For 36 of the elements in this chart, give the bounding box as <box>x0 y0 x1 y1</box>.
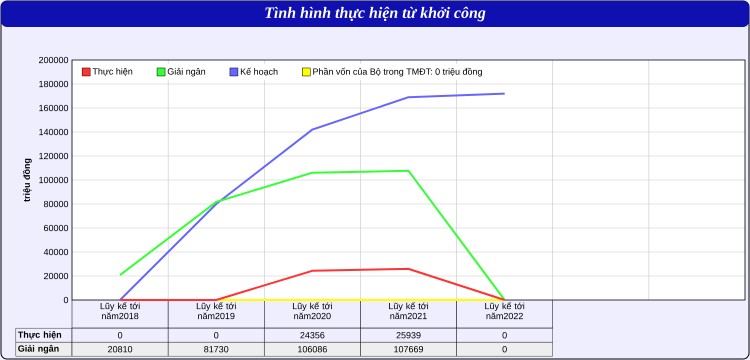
x-tick-label: Lũy kế tới năm2018 <box>100 302 140 320</box>
data-label: 0 <box>118 332 122 338</box>
text: Giải ngân <box>18 344 59 354</box>
y-tick-label: 100000 <box>39 176 68 184</box>
x-tick-label: Lũy kế tới năm2020 <box>292 302 332 320</box>
x-tick-label: Lũy kế tới năm2021 <box>389 302 428 320</box>
x-tick-label: Lũy kế tới năm2022 <box>485 302 524 320</box>
data-label: 81730 <box>204 346 228 352</box>
legend-label: Phần vốn của Bộ trong TMĐT: 0 triệu đồng <box>313 68 482 77</box>
y-tick-label: 20000 <box>44 272 68 280</box>
data-label: 25939 <box>396 332 421 338</box>
data-label: 107669 <box>394 346 424 352</box>
y-axis-title: triệu đồng <box>22 158 32 202</box>
line-series <box>119 92 506 301</box>
y-tick-label: 60000 <box>44 224 68 232</box>
data-label: 20810 <box>108 346 132 352</box>
data-label: 0 <box>214 332 218 338</box>
y-tick-label: 160000 <box>39 104 68 112</box>
data-label: 106086 <box>298 346 327 352</box>
x-tick-label: Lũy kế tới năm2019 <box>196 302 236 320</box>
data-label: 0 <box>502 332 507 338</box>
legend-label: Thực hiện <box>92 68 132 76</box>
legend-label: Giải ngân <box>168 68 206 76</box>
data-label: 0 <box>502 346 507 352</box>
line-series <box>119 170 506 301</box>
data-label: 24356 <box>300 332 324 338</box>
chart-title: Tình hình thực hiện từ khởi công <box>265 6 486 22</box>
legend-label: Kế hoạch <box>240 68 278 76</box>
y-tick-label: 180000 <box>39 80 68 88</box>
y-tick-label: 40000 <box>44 248 68 256</box>
y-tick-label: 0 <box>64 296 68 304</box>
y-tick-label: 200000 <box>39 56 68 64</box>
y-tick-label: 120000 <box>39 152 68 160</box>
y-tick-label: 140000 <box>39 128 68 136</box>
y-tick-label: 80000 <box>44 200 68 208</box>
text: Thực hiện <box>18 331 62 340</box>
